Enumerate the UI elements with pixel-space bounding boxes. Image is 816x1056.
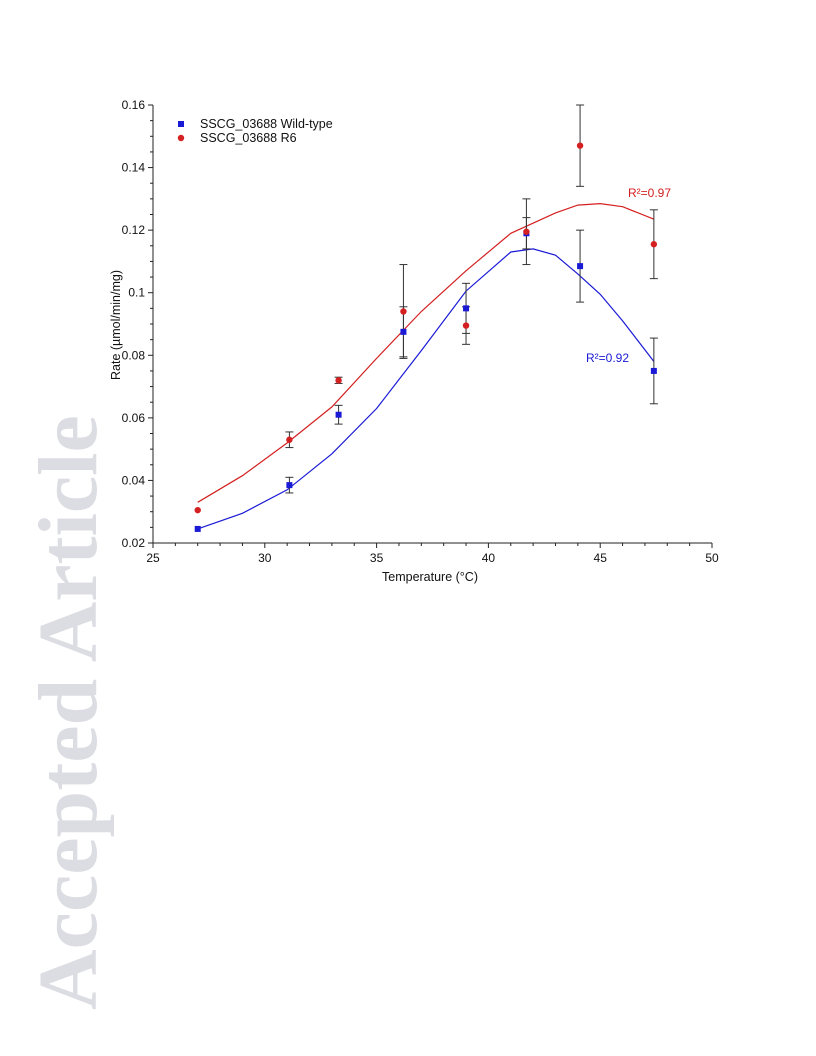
fit-curve-wild-type xyxy=(197,248,655,530)
x-tick-label: 50 xyxy=(705,551,719,565)
data-point-r6 xyxy=(523,228,530,235)
y-tick-label: 0.12 xyxy=(122,223,146,237)
data-points xyxy=(194,142,658,532)
r2-label-wild-type: R²=0.92 xyxy=(586,351,629,365)
x-tick-label: 25 xyxy=(146,551,160,565)
legend-label-r6: SSCG_03688 R6 xyxy=(200,131,297,145)
legend-marker-wild-type xyxy=(178,121,184,127)
r2-label-r6: R²=0.97 xyxy=(628,186,671,200)
data-point-r6 xyxy=(400,308,407,315)
data-point-wild-type xyxy=(400,328,407,335)
y-tick-label: 0.16 xyxy=(122,98,146,112)
data-point-wild-type xyxy=(650,367,657,374)
y-tick-label: 0.04 xyxy=(122,473,146,487)
y-axis-title: Rate (µmol/min/mg) xyxy=(109,270,123,380)
data-point-r6 xyxy=(576,142,584,149)
y-tick-label: 0.14 xyxy=(122,161,146,175)
data-point-r6 xyxy=(286,436,293,443)
error-bars xyxy=(285,104,658,494)
x-tick-label: 30 xyxy=(258,551,272,565)
legend-label-wild-type: SSCG_03688 Wild-type xyxy=(200,117,333,131)
data-point-wild-type xyxy=(286,482,293,489)
data-point-wild-type xyxy=(463,305,470,312)
data-point-r6 xyxy=(335,377,342,384)
fit-curve-r6 xyxy=(197,202,655,503)
x-tick-label: 40 xyxy=(482,551,496,565)
axes: 25 30 35 40 45 50 0.02 0.04 0.06 0.08 0.1 0.12 0.14 0… xyxy=(122,98,719,565)
legend-marker-r6 xyxy=(177,134,185,142)
x-axis-title: Temperature (°C) xyxy=(382,570,478,584)
data-point-r6 xyxy=(650,241,658,248)
y-tick-label: 0.1 xyxy=(128,286,145,300)
y-tick-label: 0.06 xyxy=(122,411,146,425)
data-point-wild-type xyxy=(335,411,342,418)
data-point-r6 xyxy=(194,506,201,514)
data-point-wild-type xyxy=(194,525,201,532)
y-tick-label: 0.02 xyxy=(122,536,146,550)
x-tick-label: 35 xyxy=(370,551,384,565)
x-tick-label: 45 xyxy=(594,551,608,565)
data-point-wild-type xyxy=(577,263,584,270)
fit-curves xyxy=(197,202,655,530)
y-tick-label: 0.08 xyxy=(122,348,146,362)
data-point-r6 xyxy=(462,322,470,329)
